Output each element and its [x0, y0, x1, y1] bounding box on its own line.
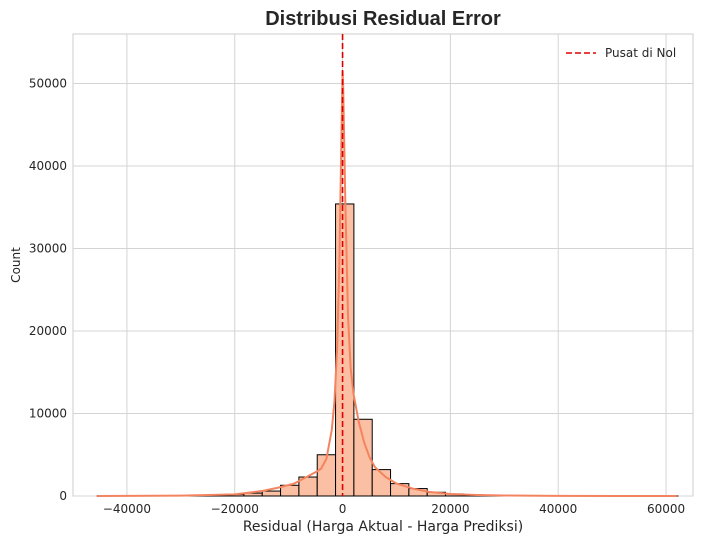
x-axis-ticks: −40000 −20000 0 20000 40000 60000: [103, 502, 685, 516]
x-tick-label: 0: [339, 502, 347, 516]
y-axis-ticks: 0 10000 20000 30000 40000 50000: [29, 77, 67, 504]
y-tick-label: 10000: [29, 407, 67, 421]
x-axis-label: Residual (Harga Aktual - Harga Prediksi): [243, 519, 523, 535]
x-tick-label: −20000: [211, 502, 259, 516]
y-tick-label: 20000: [29, 324, 67, 338]
legend: Pusat di Nol: [566, 46, 676, 60]
y-tick-label: 50000: [29, 77, 67, 91]
y-tick-label: 40000: [29, 159, 67, 173]
x-tick-label: −40000: [103, 502, 151, 516]
x-tick-label: 60000: [647, 502, 685, 516]
y-tick-label: 30000: [29, 242, 67, 256]
histogram-bar: [335, 203, 355, 497]
x-tick-label: 40000: [539, 502, 577, 516]
histogram-bar: [353, 418, 373, 497]
y-axis-label: Count: [9, 247, 23, 283]
chart-title: Distribusi Residual Error: [265, 8, 501, 30]
legend-label: Pusat di Nol: [605, 46, 676, 60]
histogram-bar: [261, 490, 282, 497]
y-tick-label: 0: [59, 489, 67, 503]
plot-area: [72, 33, 694, 497]
kde-curve: [97, 71, 677, 497]
x-tick-label: 20000: [431, 502, 469, 516]
